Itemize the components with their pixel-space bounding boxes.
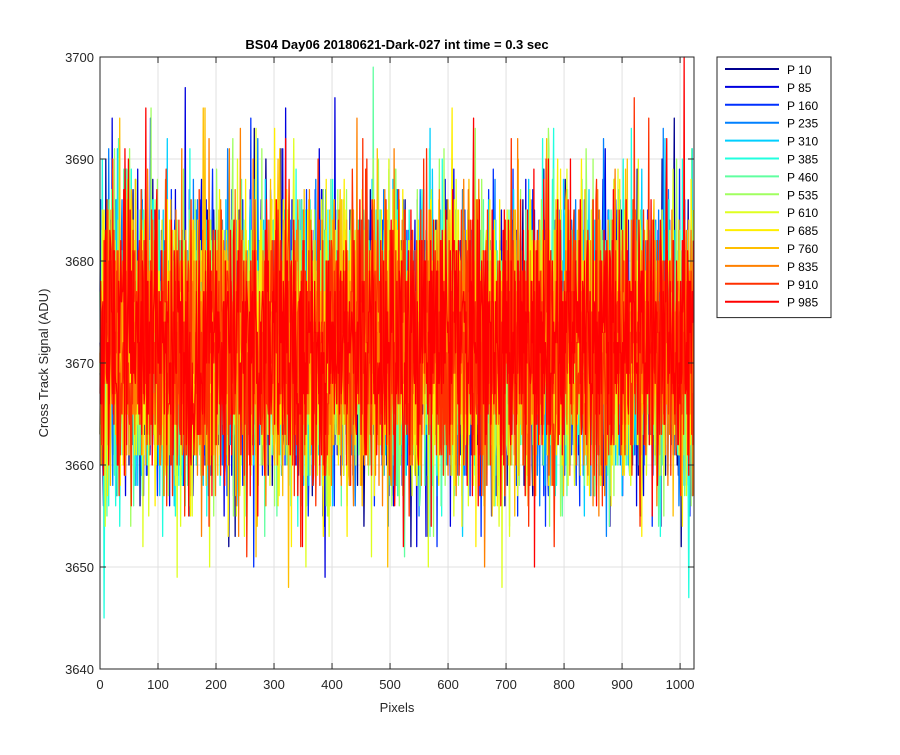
x-tick-label: 700 <box>495 677 517 692</box>
y-tick-label: 3680 <box>65 254 94 269</box>
series-layer <box>99 56 695 619</box>
legend-label: P 685 <box>787 224 818 238</box>
legend-label: P 535 <box>787 188 818 202</box>
legend-box <box>716 56 832 319</box>
series-line <box>99 56 695 568</box>
axis-ticks: 0 100 200 300 400 500 600 700 800 900 1000 3640 3650… <box>65 50 694 692</box>
x-tick-label: 100 <box>147 677 169 692</box>
y-tick-label: 3670 <box>65 356 94 371</box>
legend-label: P 310 <box>787 135 818 149</box>
y-tick-label: 3690 <box>65 152 94 167</box>
x-tick-label: 600 <box>437 677 459 692</box>
x-tick-label: 200 <box>205 677 227 692</box>
legend-label: P 985 <box>787 296 818 310</box>
y-tick-label: 3650 <box>65 560 94 575</box>
x-tick-label: 1000 <box>666 677 695 692</box>
x-tick-label: 500 <box>379 677 401 692</box>
legend-label: P 460 <box>787 170 818 184</box>
legend-label: P 385 <box>787 153 818 167</box>
y-axis-label: Cross Track Signal (ADU) <box>36 289 51 438</box>
legend-label: P 760 <box>787 242 818 256</box>
legend-label: P 835 <box>787 260 818 274</box>
legend-label: P 85 <box>787 81 812 95</box>
x-tick-label: 900 <box>611 677 633 692</box>
x-tick-label: 300 <box>263 677 285 692</box>
x-tick-label: 0 <box>96 677 103 692</box>
chart-title: BS04 Day06 20180621-Dark-027 int time = … <box>245 37 548 52</box>
x-tick-label: 400 <box>321 677 343 692</box>
x-axis-label: Pixels <box>380 700 415 715</box>
legend: P 10 P 85 P 160 P 235 P 310 P 385 P 460 P 535 P … <box>716 56 832 319</box>
legend-label: P 910 <box>787 278 818 292</box>
legend-label: P 10 <box>787 63 812 77</box>
y-tick-label: 3660 <box>65 458 94 473</box>
x-tick-label: 800 <box>553 677 575 692</box>
legend-label: P 610 <box>787 206 818 220</box>
y-tick-label: 3700 <box>65 50 94 65</box>
y-tick-label: 3640 <box>65 662 94 677</box>
legend-label: P 160 <box>787 99 818 113</box>
legend-label: P 235 <box>787 117 818 131</box>
